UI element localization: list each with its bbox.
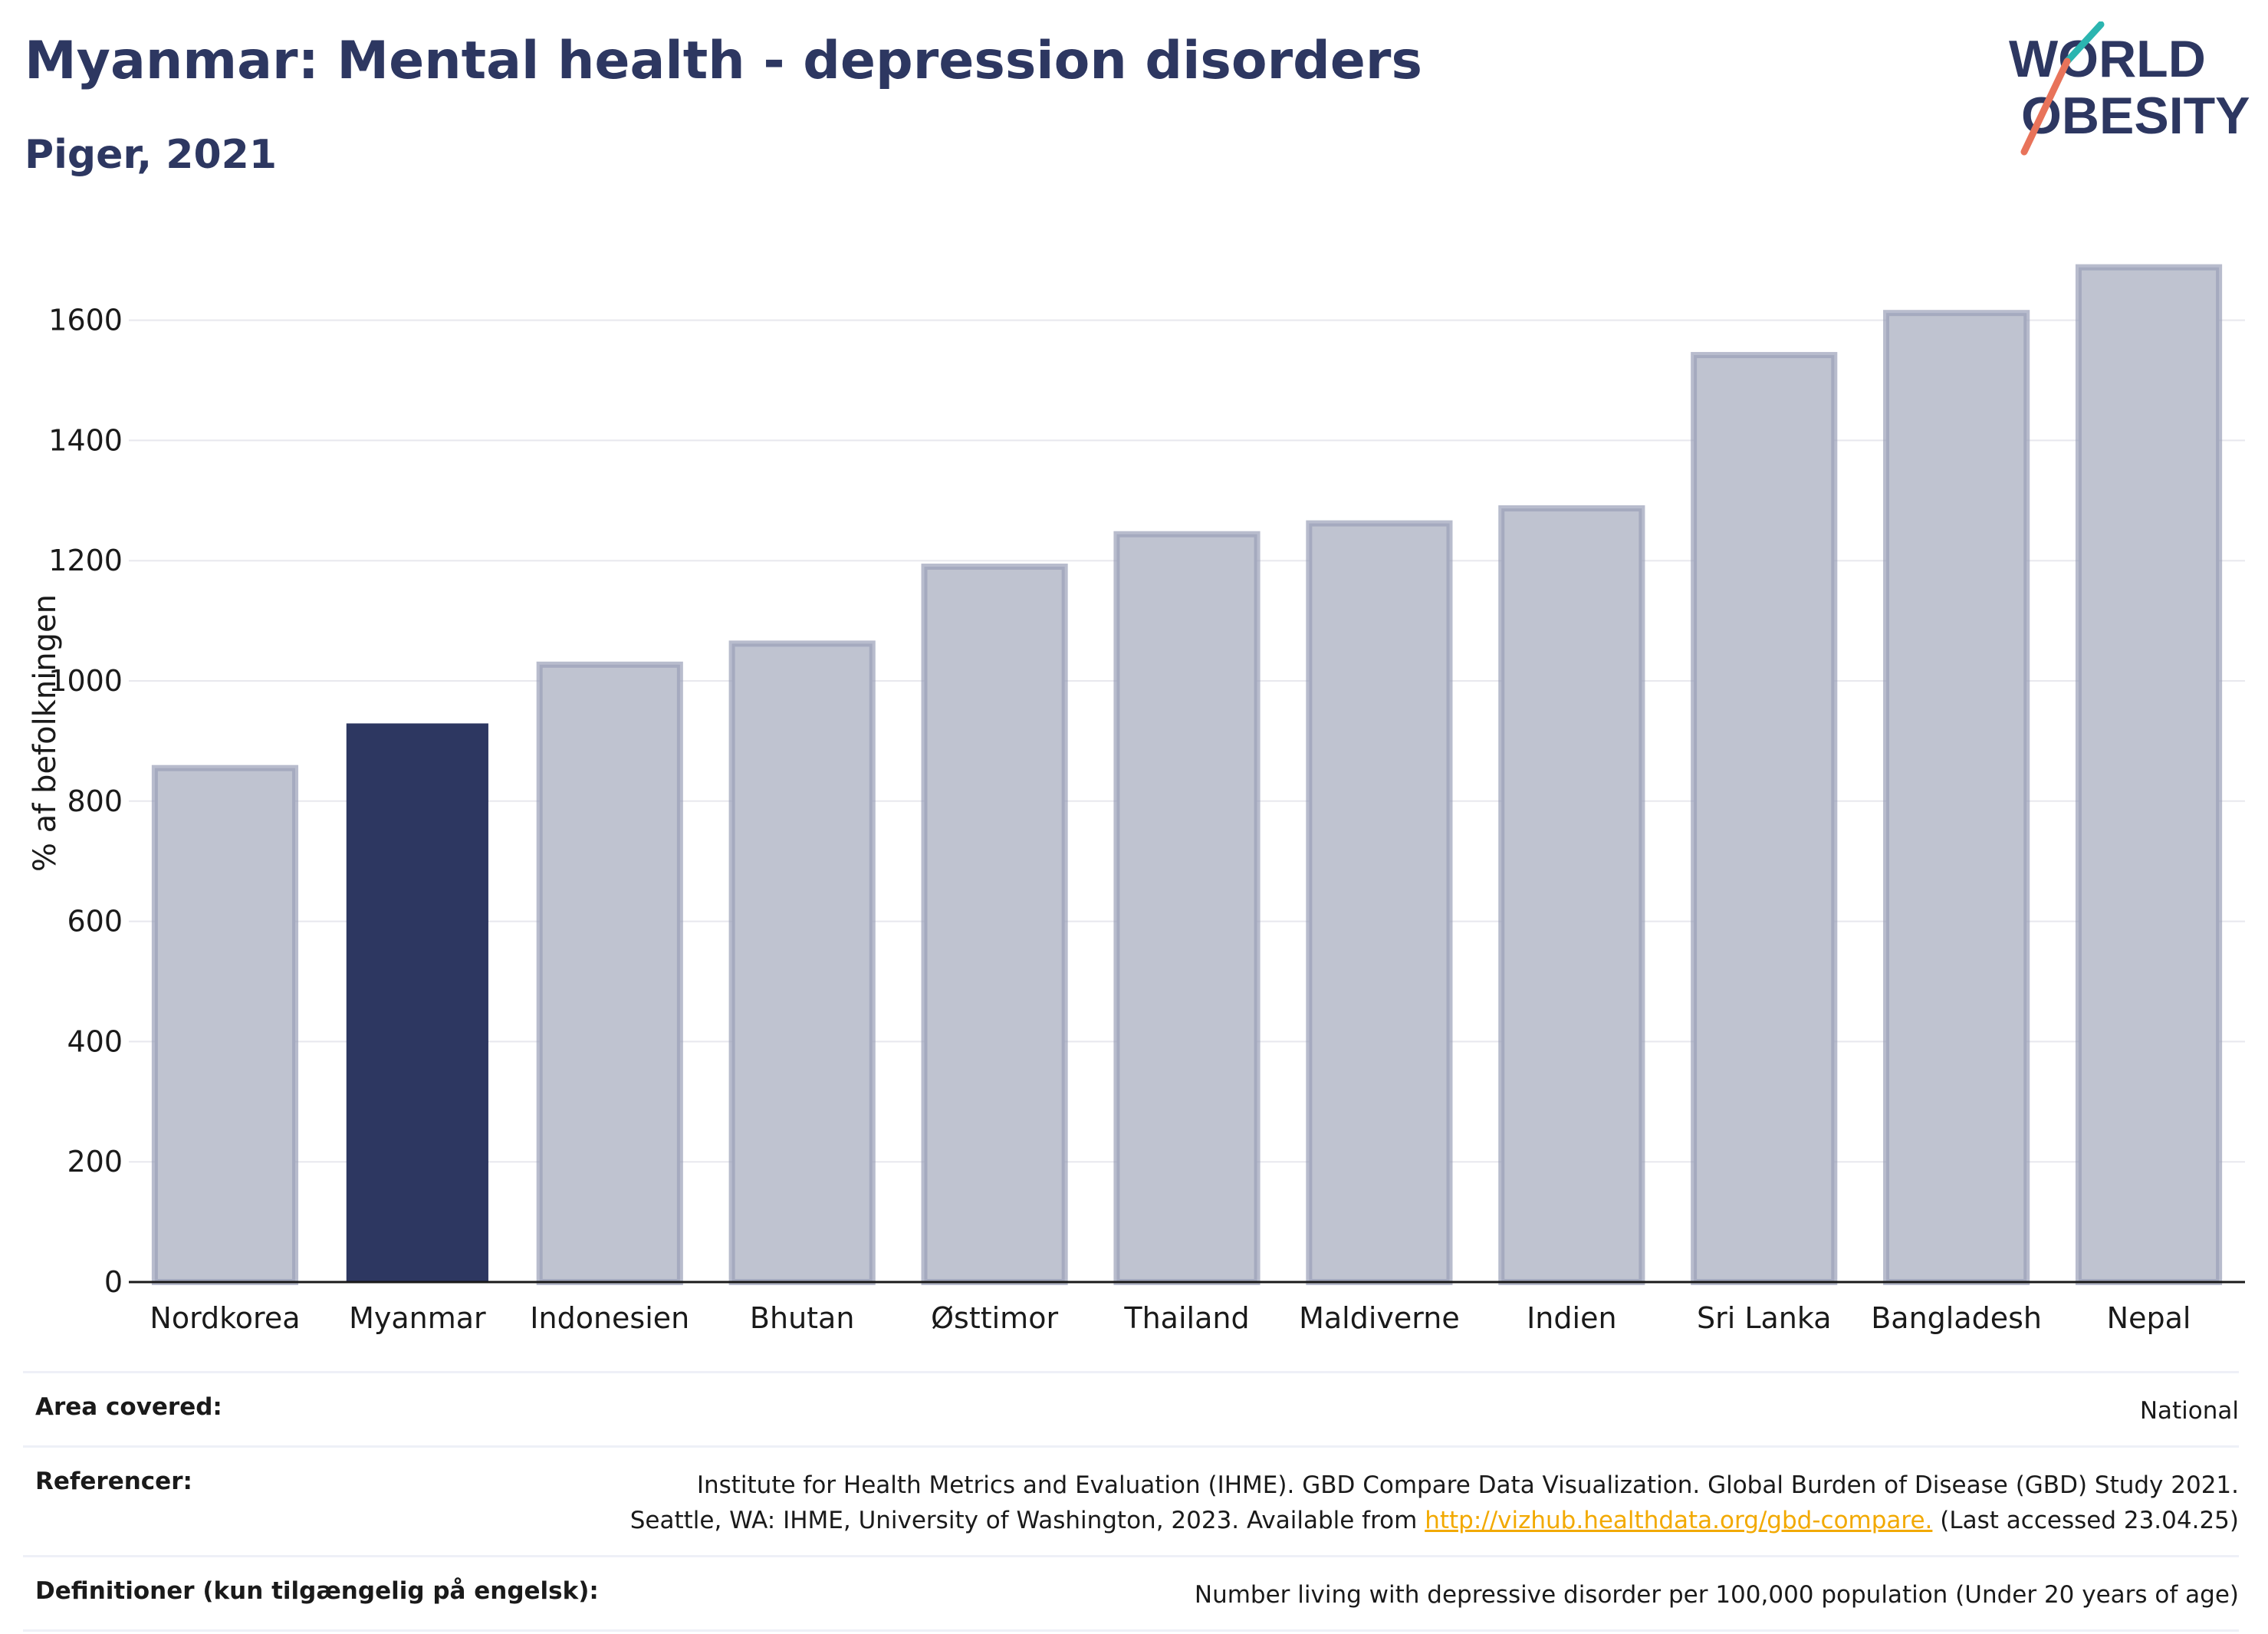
x-tick-label: Thailand [1123,1301,1249,1335]
x-tick-label: Nepal [2107,1301,2191,1335]
references-line-2-post: (Last accessed 23.04.25) [1932,1507,2239,1534]
x-tick-label: Nordkorea [150,1301,300,1335]
y-tick-label: 1600 [48,304,123,337]
bar-bangladesh [1883,310,2030,1285]
references-value: Institute for Health Metrics and Evaluat… [630,1468,2239,1538]
bar-bhutan [728,640,876,1285]
bar-nepal [2075,264,2223,1285]
bar-sri-lanka [1691,352,1838,1285]
y-tick-label: 1000 [48,664,123,698]
x-tick-label: Maldiverne [1299,1301,1460,1335]
y-tick-label: 400 [67,1024,123,1058]
x-tick-label: Indien [1527,1301,1616,1335]
y-tick-label: 600 [67,905,123,939]
bar-maldiverne [1306,520,1453,1285]
references-line-1: Institute for Health Metrics and Evaluat… [696,1471,2239,1499]
area-covered-label: Area covered: [35,1393,222,1421]
area-covered-row: Area covered: National [23,1371,2239,1445]
bar-chart: 0 200 400 600 800 1000 1200 1400 1600 Nordkorea My… [28,264,2245,1335]
y-tick-label: 1200 [48,544,123,577]
logo-line-1: WORLD [2009,30,2206,88]
world-obesity-logo: WORLD OBESITY [2009,21,2250,156]
chart-title: Myanmar: Mental health - depression diso… [25,31,1422,91]
references-line-2-pre: Seattle, WA: IHME, University of Washing… [629,1507,1425,1534]
references-label: Referencer: [35,1468,192,1495]
y-tick-label: 1400 [48,423,123,457]
bar-thailand [1113,531,1261,1285]
metadata-table: Area covered: National Referencer: Insti… [23,1371,2239,1632]
x-tick-label: Sri Lanka [1697,1301,1832,1335]
definitions-value: Number living with depressive disorder p… [1194,1581,2239,1609]
bar-myanmar [346,723,488,1283]
logo-line-2: OBESITY [2021,87,2250,145]
definitions-label: Definitioner (kun tilgængelig på engelsk… [35,1577,599,1605]
references-link[interactable]: http://vizhub.healthdata.org/gbd-compare… [1425,1507,1933,1534]
x-tick-label: Bangladesh [1871,1301,2042,1335]
x-tick-label: Østtimor [931,1301,1058,1335]
chart-subtitle: Piger, 2021 [25,132,278,178]
y-tick-label: 200 [67,1145,123,1179]
y-tick-label: 0 [104,1265,123,1299]
definitions-row: Definitioner (kun tilgængelig på engelsk… [23,1555,2239,1632]
bar-indien [1498,505,1645,1285]
bar-østtimor [921,564,1068,1285]
bar-indonesien [536,661,683,1285]
area-covered-value: National [2139,1397,2239,1425]
y-tick-label: 800 [67,784,123,818]
references-row: Referencer: Institute for Health Metrics… [23,1445,2239,1555]
x-tick-label: Indonesien [530,1301,689,1335]
x-tick-label: Myanmar [349,1301,486,1335]
x-tick-label: Bhutan [750,1301,855,1335]
y-axis-title: % af befolkningen [28,594,63,872]
bar-nordkorea [151,764,299,1285]
